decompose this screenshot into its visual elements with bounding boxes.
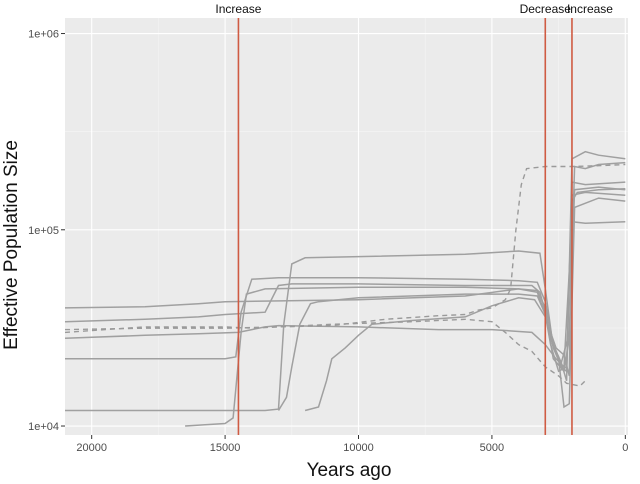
x-tick-label: 0 [622, 442, 628, 454]
y-tick-label: 1e+05 [28, 225, 59, 237]
x-tick-label: 15000 [210, 442, 241, 454]
series-line [64, 220, 626, 369]
dashed-series-line [64, 318, 586, 387]
axis-ticks: 20000 15000 10000 5000 0 1e+04 1e+05 1e+06 [28, 29, 628, 454]
series-line [277, 181, 626, 411]
series-lines [64, 150, 626, 427]
plot-panel [65, 18, 628, 435]
x-tick-label: 20000 [76, 442, 107, 454]
y-tick-label: 1e+04 [28, 421, 59, 433]
series-line [304, 191, 626, 412]
y-axis-title: Effective Population Size [1, 140, 22, 350]
event-label: Decrease [520, 2, 572, 16]
event-label: Increase [567, 2, 613, 16]
grid-lines [65, 18, 628, 435]
series-line [185, 197, 626, 427]
x-tick-label: 10000 [343, 442, 374, 454]
event-label: Increase [215, 2, 261, 16]
x-axis-title: Years ago [307, 460, 392, 481]
x-tick-label: 5000 [480, 442, 504, 454]
y-tick-label: 1e+06 [28, 29, 59, 41]
